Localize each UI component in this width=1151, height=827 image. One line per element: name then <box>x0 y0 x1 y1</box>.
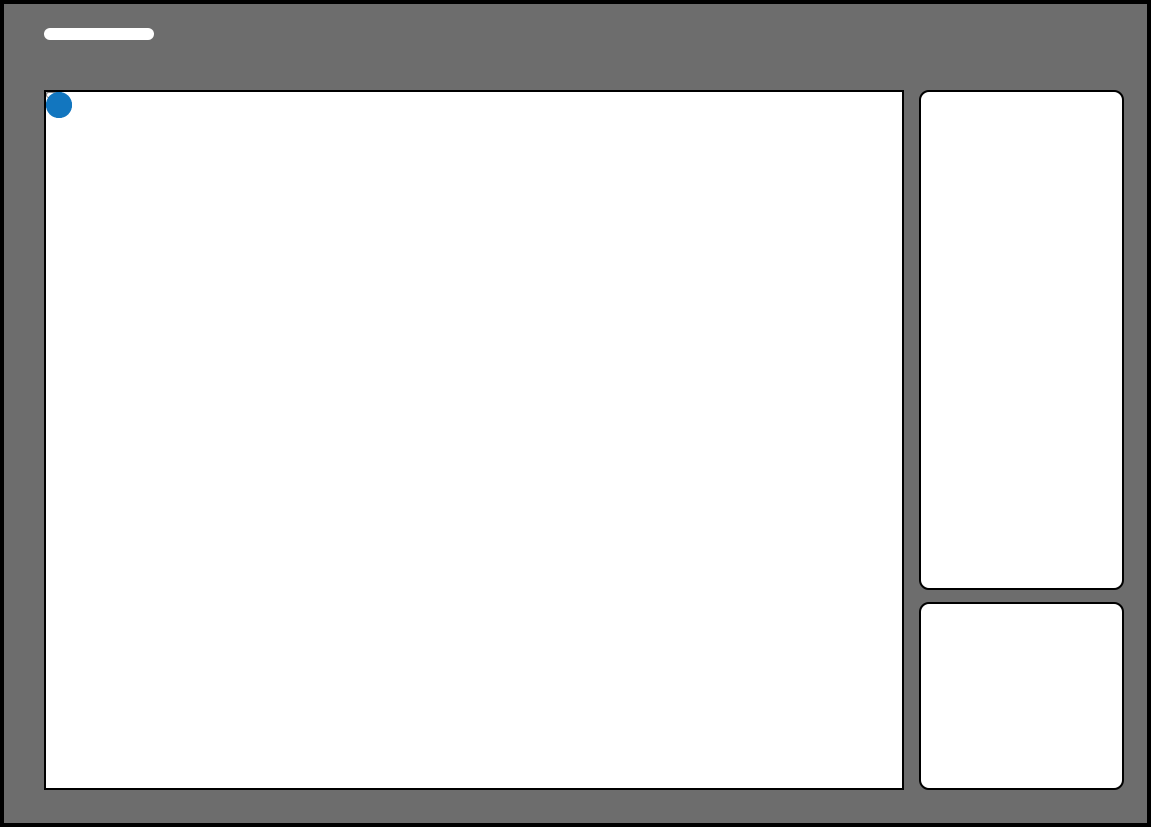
diagram-canvas <box>46 92 906 792</box>
diagram-panel <box>44 90 904 790</box>
step-badge-3 <box>46 92 72 118</box>
description-panel <box>919 90 1124 590</box>
nota-panel <box>919 602 1124 790</box>
page-title <box>44 28 154 40</box>
